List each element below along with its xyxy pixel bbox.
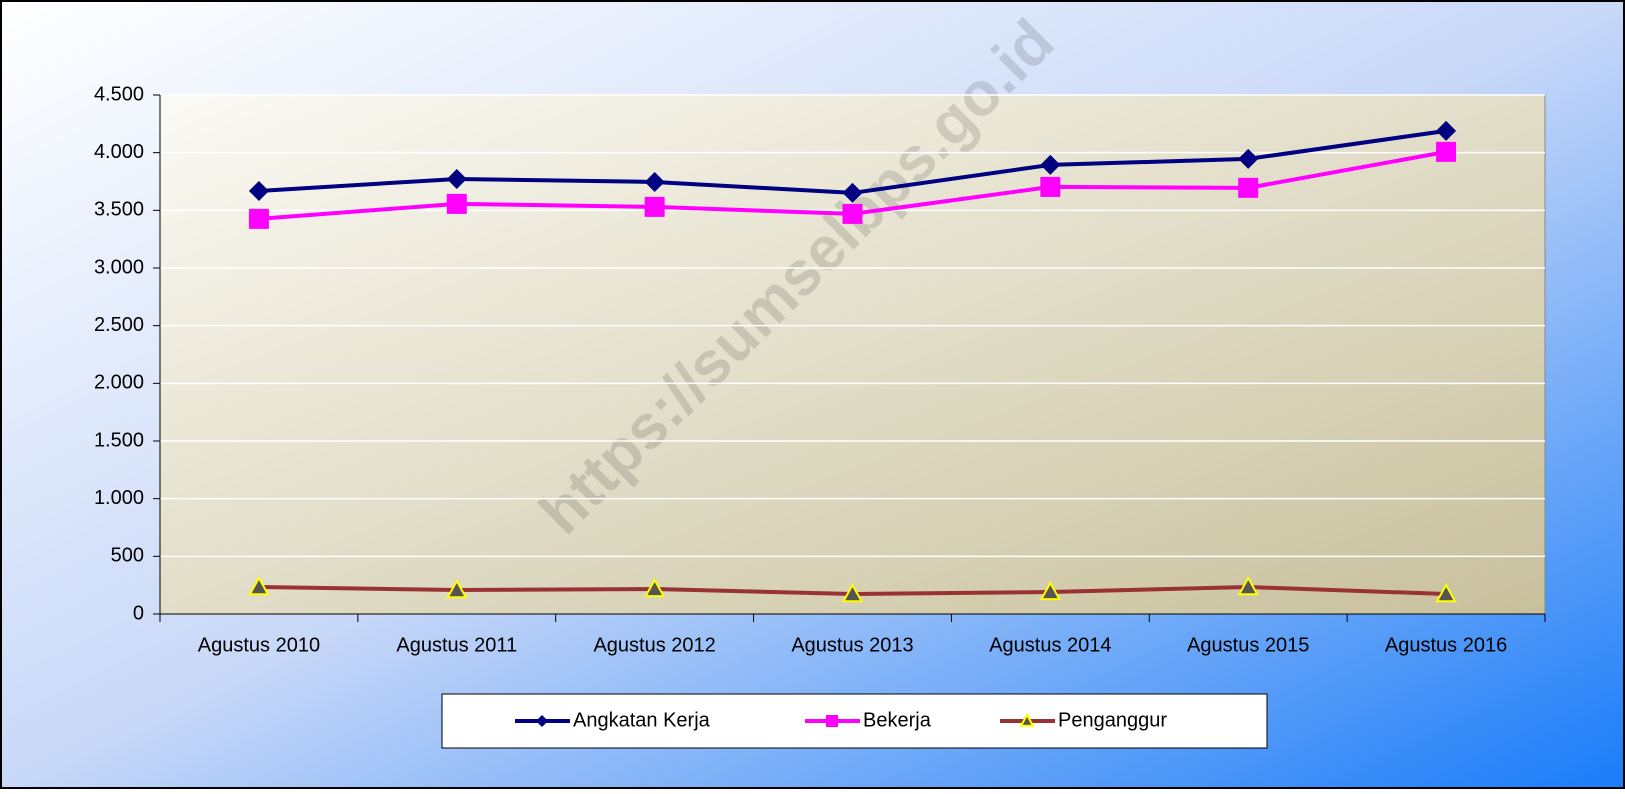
x-tick-label: Agustus 2016: [1385, 634, 1507, 656]
x-tick-label: Agustus 2013: [791, 634, 913, 656]
marker: [248, 208, 269, 229]
x-tick-label: Agustus 2011: [396, 634, 517, 656]
marker: [248, 180, 269, 201]
legend-label: Penganggur: [1058, 709, 1167, 731]
y-tick-label: 1.500: [94, 429, 144, 451]
marker: [1238, 148, 1259, 169]
marker: [1039, 580, 1062, 601]
marker: [1019, 712, 1035, 727]
marker: [1237, 575, 1259, 596]
y-tick-label: 3.000: [94, 256, 144, 278]
marker: [644, 171, 665, 192]
x-tick-label: Agustus 2015: [1187, 634, 1309, 656]
marker: [446, 193, 467, 214]
marker: [1040, 154, 1061, 175]
marker: [643, 577, 666, 598]
marker: [1436, 120, 1457, 141]
marker: [1040, 176, 1061, 197]
marker: [446, 578, 468, 599]
marker: [842, 203, 863, 224]
marker: [841, 582, 864, 603]
marker: [248, 575, 270, 596]
legend-label: Angkatan Kerja: [573, 709, 711, 731]
x-tick-label: Agustus 2012: [593, 634, 715, 656]
y-tick-label: 500: [111, 545, 144, 567]
y-tick-label: 0: [133, 602, 144, 624]
marker: [536, 715, 548, 727]
marker: [826, 715, 838, 727]
y-tick-label: 2.000: [94, 372, 144, 394]
y-tick-label: 4.000: [94, 141, 144, 163]
legend-label: Bekerja: [863, 709, 932, 731]
marker: [1436, 141, 1457, 162]
marker: [644, 196, 665, 217]
y-tick-label: 1.000: [94, 487, 144, 509]
y-tick-label: 2.500: [94, 314, 144, 336]
marker: [1435, 582, 1457, 603]
marker: [1238, 177, 1259, 198]
marker: [842, 182, 863, 203]
marker: [446, 168, 467, 189]
x-tick-label: Agustus 2010: [198, 634, 320, 656]
x-tick-label: Agustus 2014: [989, 634, 1111, 656]
y-tick-label: 4.500: [94, 83, 144, 105]
y-tick-label: 3.500: [94, 199, 144, 221]
